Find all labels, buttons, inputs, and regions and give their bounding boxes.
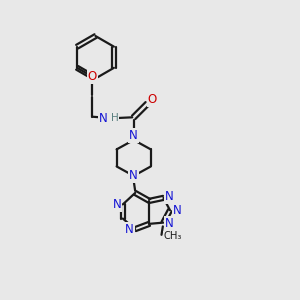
Text: N: N bbox=[99, 112, 107, 125]
Text: N: N bbox=[173, 204, 182, 217]
Text: N: N bbox=[129, 129, 138, 142]
Text: N: N bbox=[112, 198, 121, 211]
Text: N: N bbox=[129, 129, 138, 142]
Text: O: O bbox=[88, 70, 97, 83]
Text: N: N bbox=[165, 190, 174, 203]
Text: N: N bbox=[125, 223, 134, 236]
Text: N: N bbox=[129, 169, 138, 182]
Text: O: O bbox=[147, 93, 157, 106]
Text: CH₃: CH₃ bbox=[163, 231, 182, 241]
Text: N: N bbox=[165, 217, 174, 230]
Text: H: H bbox=[111, 113, 119, 123]
